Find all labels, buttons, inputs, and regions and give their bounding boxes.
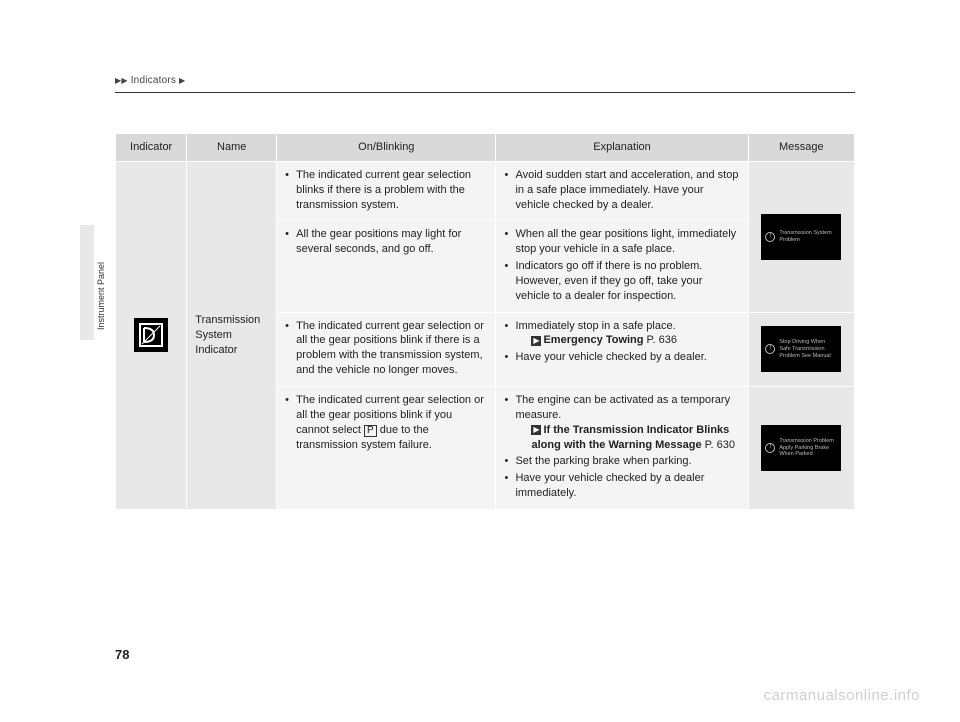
message-display: Transmission System Problem (761, 214, 841, 260)
bullet-item: When all the gear positions light, immed… (504, 227, 739, 257)
cross-ref: ▶If the Transmission Indicator Blinks al… (515, 423, 739, 453)
message-cell: Transmission Problem Apply Parking Brake… (748, 386, 854, 509)
message-cell: Stop Driving When Safe Transmission Prob… (748, 312, 854, 386)
on-blinking-cell: The indicated current gear selection bli… (277, 161, 496, 221)
th-message: Message (748, 134, 854, 162)
explanation-cell: Avoid sudden start and acceleration, and… (496, 161, 748, 221)
bullet-item: Indicators go off if there is no problem… (504, 259, 739, 304)
on-blinking-cell: The indicated current gear selection or … (277, 386, 496, 509)
watermark: carmanualsonline.info (764, 687, 920, 704)
message-cell: Transmission System Problem (748, 161, 854, 312)
bullet-item: The indicated current gear selection or … (285, 393, 487, 452)
message-text: Transmission Problem Apply Parking Brake… (779, 438, 837, 458)
indicator-cell (116, 161, 187, 509)
th-explanation: Explanation (496, 134, 748, 162)
cross-ref: ▶Emergency Towing P. 636 (515, 333, 739, 348)
tri-icon: ▶ (121, 76, 127, 85)
th-onblinking: On/Blinking (277, 134, 496, 162)
on-blinking-cell: All the gear positions may light for sev… (277, 221, 496, 312)
bullet-item: Have your vehicle checked by a dealer. (504, 350, 739, 365)
gear-indicator-icon (134, 318, 168, 352)
ref-title: If the Transmission Indicator Blinks alo… (531, 424, 729, 451)
bullet-item: The indicated current gear selection or … (285, 319, 487, 378)
explanation-cell: Immediately stop in a safe place.▶Emerge… (496, 312, 748, 386)
tri-icon: ▶ (179, 76, 185, 85)
on-blinking-cell: The indicated current gear selection or … (277, 312, 496, 386)
bullet-item: Immediately stop in a safe place.▶Emerge… (504, 319, 739, 349)
warning-icon (765, 344, 775, 354)
gear-p-box: P (364, 425, 377, 437)
message-display: Transmission Problem Apply Parking Brake… (761, 425, 841, 471)
name-cell: Transmission System Indicator (187, 161, 277, 509)
bullet-item: Have your vehicle checked by a dealer im… (504, 471, 739, 501)
th-indicator: Indicator (116, 134, 187, 162)
message-display: Stop Driving When Safe Transmission Prob… (761, 326, 841, 372)
bullet-item: The indicated current gear selection bli… (285, 168, 487, 213)
ref-page: P. 636 (647, 334, 677, 346)
indicator-table: Indicator Name On/Blinking Explanation M… (115, 133, 855, 510)
message-text: Stop Driving When Safe Transmission Prob… (779, 339, 837, 359)
explanation-cell: The engine can be activated as a tempora… (496, 386, 748, 509)
bullet-item: Set the parking brake when parking. (504, 454, 739, 469)
breadcrumb-label: Indicators (131, 75, 176, 86)
warning-icon (765, 232, 775, 242)
side-tab (80, 225, 94, 340)
page-number: 78 (115, 647, 129, 662)
bullet-item: All the gear positions may light for sev… (285, 227, 487, 257)
bullet-item: Avoid sudden start and acceleration, and… (504, 168, 739, 213)
message-text: Transmission System Problem (779, 230, 837, 243)
divider (115, 92, 855, 93)
ref-icon: ▶ (531, 336, 541, 346)
ref-icon: ▶ (531, 425, 541, 435)
th-name: Name (187, 134, 277, 162)
ref-title: Emergency Towing (543, 334, 646, 346)
side-section-label: Instrument Panel (96, 262, 106, 330)
ref-page: P. 630 (705, 439, 735, 451)
warning-icon (765, 443, 775, 453)
breadcrumb: ▶▶ Indicators ▶ (115, 75, 855, 86)
page-content: ▶ ▶ Indicators ▶ Indicator Name On/Blinki… (115, 75, 855, 510)
bullet-item: The engine can be activated as a tempora… (504, 393, 739, 452)
explanation-cell: When all the gear positions light, immed… (496, 221, 748, 312)
